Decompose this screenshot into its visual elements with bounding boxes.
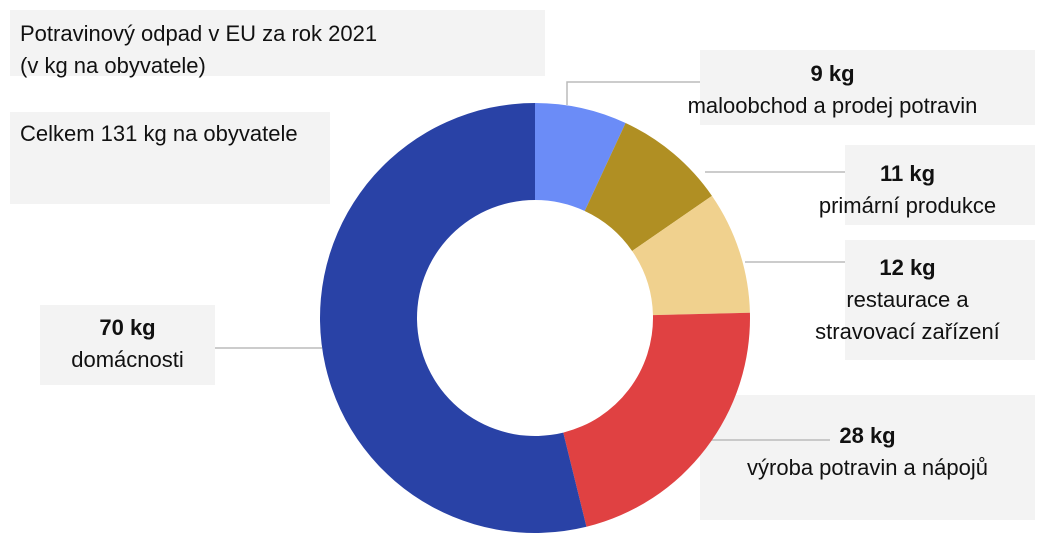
- slice-label: 9 kg maloobchod a prodej potravin: [630, 58, 1035, 122]
- category-label: maloobchod a prodej potravin: [687, 93, 978, 118]
- slice: [632, 195, 750, 316]
- label-box: [700, 50, 1035, 125]
- category-label: výroba potravin a nápojů: [747, 455, 988, 480]
- slice: [320, 103, 587, 533]
- label-box: [845, 145, 1035, 225]
- value-label: 12 kg: [879, 255, 936, 280]
- value-label: 28 kg: [839, 423, 896, 448]
- category-label: domácnosti: [71, 347, 184, 372]
- annotation-box: [10, 112, 330, 204]
- slice: [584, 123, 712, 251]
- slice-label: 11 kg primární produkce: [780, 158, 1035, 222]
- leader-line: [566, 81, 700, 105]
- value-label: 70 kg: [99, 315, 156, 340]
- value-label: 9 kg: [810, 61, 855, 86]
- slice-label: 28 kg výroba potravin a nápojů: [700, 420, 1035, 484]
- value-label: 11 kg: [879, 161, 936, 186]
- slice: [563, 312, 750, 527]
- slice-label: 12 kg restaurace a stravovací zařízení: [780, 252, 1035, 348]
- label-box: [700, 395, 1035, 520]
- category-label: restaurace a stravovací zařízení: [815, 287, 1000, 344]
- chart-subtitle: (v kg na obyvatele): [20, 53, 206, 78]
- annotation: Celkem 131 kg na obyvatele: [20, 121, 298, 146]
- slice-label: 70 kg domácnosti: [40, 312, 215, 376]
- label-box: [845, 240, 1035, 360]
- title-box: [10, 10, 545, 76]
- category-label: primární produkce: [818, 193, 997, 218]
- chart-title: Potravinový odpad v EU za rok 2021: [20, 21, 378, 46]
- slice: [535, 103, 626, 211]
- label-box: [40, 305, 215, 385]
